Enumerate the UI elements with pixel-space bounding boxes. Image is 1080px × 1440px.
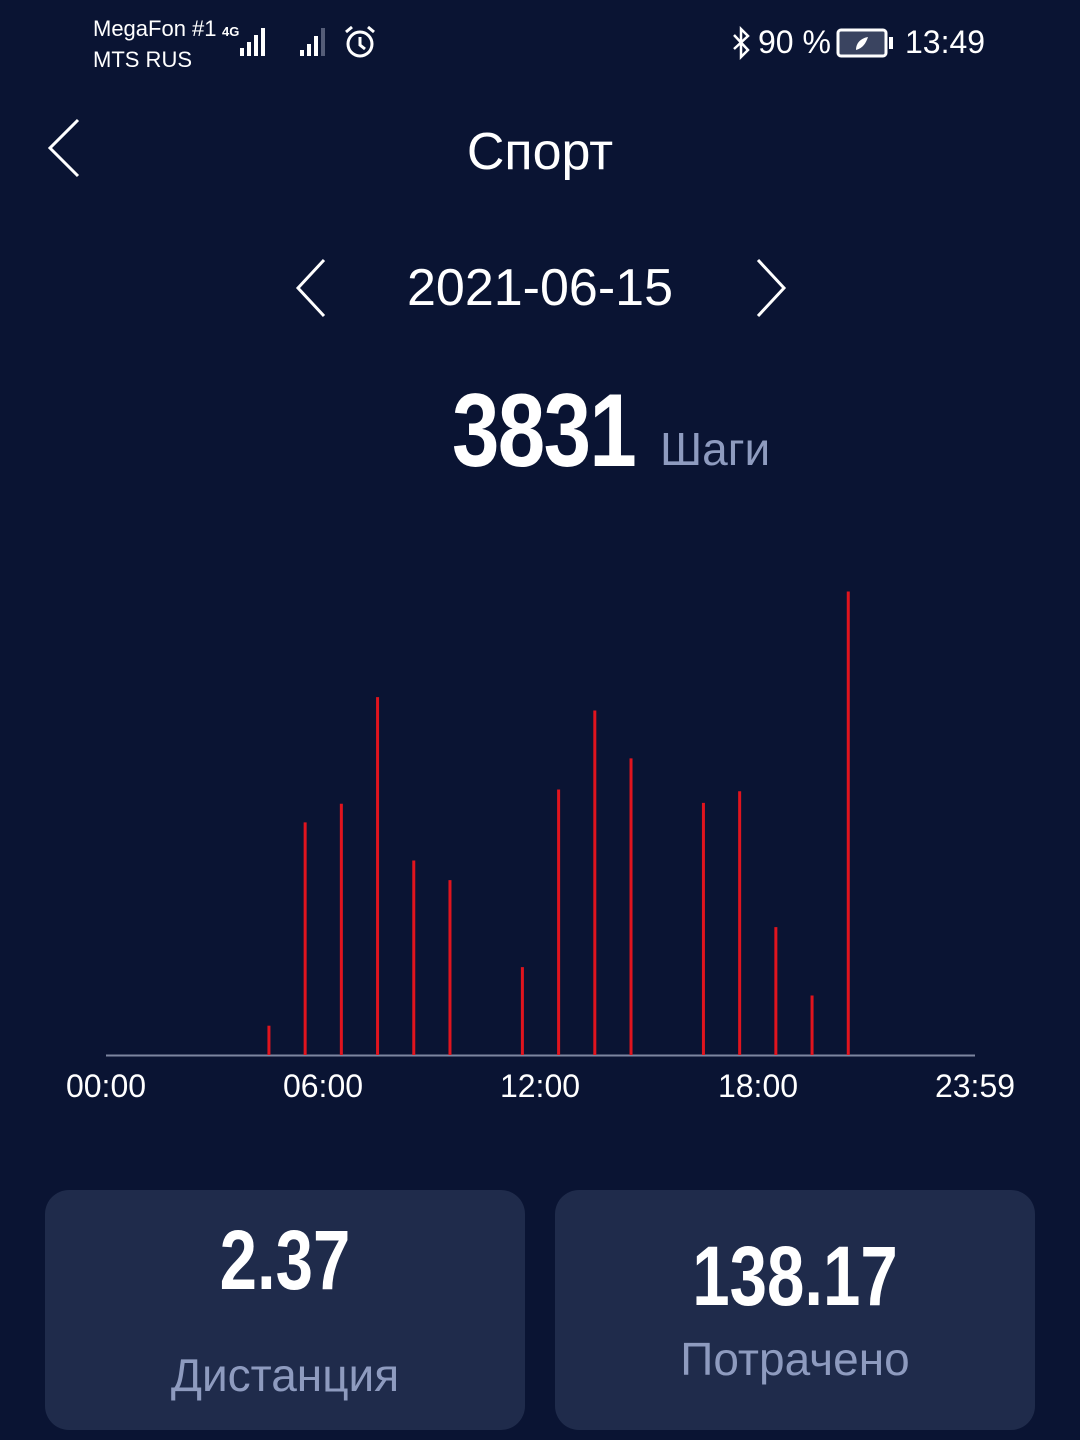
distance-label: Дистанция: [170, 1349, 400, 1401]
signal-icon: [240, 28, 325, 56]
x-tick: 06:00: [282, 1068, 364, 1104]
carrier-1: MegaFon #1: [93, 16, 217, 41]
next-date-button[interactable]: [748, 255, 792, 321]
date-label: 2021-06-15: [407, 259, 673, 317]
distance-value: 2.37: [219, 1213, 351, 1307]
steps-chart: [106, 591, 975, 1057]
back-button[interactable]: [40, 115, 90, 181]
steps-unit: Шаги: [660, 423, 771, 475]
battery-icon: [836, 28, 893, 58]
x-tick: 00:00: [65, 1068, 147, 1104]
carrier-2: MTS RUS: [93, 47, 192, 72]
x-tick: 12:00: [499, 1068, 581, 1104]
x-tick: 18:00: [717, 1068, 799, 1104]
calories-value: 138.17: [692, 1229, 898, 1323]
network-type: 4G: [222, 24, 240, 39]
alarm-icon: [345, 25, 375, 58]
distance-card[interactable]: 2.37 Дистанция: [45, 1190, 525, 1430]
x-tick: 23:59: [934, 1068, 1016, 1104]
page-title: Спорт: [466, 123, 614, 181]
battery-percent: 90 %: [758, 24, 831, 60]
bluetooth-icon: [733, 26, 750, 60]
clock: 13:49: [905, 24, 986, 60]
prev-date-button[interactable]: [290, 255, 334, 321]
calories-card[interactable]: 138.17 Потрачено: [555, 1190, 1035, 1430]
steps-count: 3831: [452, 373, 637, 489]
calories-label: Потрачено: [680, 1333, 910, 1385]
